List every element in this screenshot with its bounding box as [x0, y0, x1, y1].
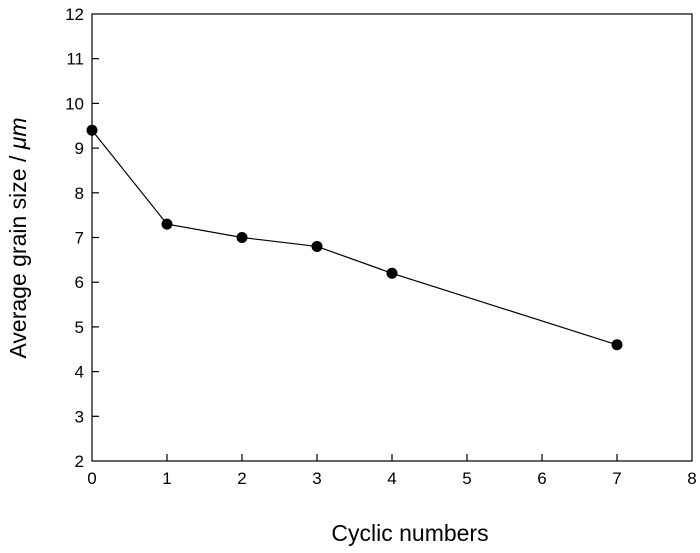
y-axis-title: Average grain size / μm	[5, 117, 31, 358]
x-tick-label: 5	[462, 469, 471, 488]
data-point	[161, 218, 173, 230]
plot-frame	[91, 13, 693, 462]
x-tick-label: 1	[162, 469, 171, 488]
y-tick-label: 9	[75, 139, 84, 158]
x-axis-title: Cyclic numbers	[331, 520, 488, 546]
data-point	[236, 232, 248, 243]
y-tick-label: 7	[75, 229, 84, 248]
x-tick-label: 6	[537, 469, 546, 488]
y-tick-label: 11	[66, 50, 84, 69]
data-point	[86, 124, 98, 136]
y-tick-label: 8	[75, 184, 84, 203]
series-layer	[86, 124, 623, 351]
y-axis-title-text: Average grain size /	[5, 149, 31, 358]
y-axis-title-unit: μm	[5, 117, 31, 150]
y-tick-label: 10	[65, 94, 84, 113]
x-tick-label: 4	[387, 469, 396, 488]
x-tick-label: 2	[237, 469, 246, 488]
x-axis-ticks: 0 1 2 3 4 5 6 7 8	[87, 454, 697, 488]
y-tick-label: 3	[75, 407, 84, 426]
x-tick-label: 3	[312, 469, 321, 488]
y-axis-ticks: 2 3 4 5 6 7 8 9 10 11 12	[65, 5, 99, 471]
y-tick-label: 2	[75, 452, 84, 471]
x-tick-label: 0	[87, 469, 96, 488]
data-point	[311, 240, 323, 252]
y-tick-label: 5	[75, 318, 84, 337]
data-point	[611, 339, 623, 351]
data-point	[386, 267, 398, 279]
x-tick-label: 7	[612, 469, 621, 488]
y-tick-label: 6	[75, 273, 84, 292]
y-tick-label: 12	[65, 5, 84, 24]
series-line	[91, 129, 618, 346]
y-tick-label: 4	[75, 363, 84, 382]
x-tick-label: 8	[687, 469, 696, 488]
